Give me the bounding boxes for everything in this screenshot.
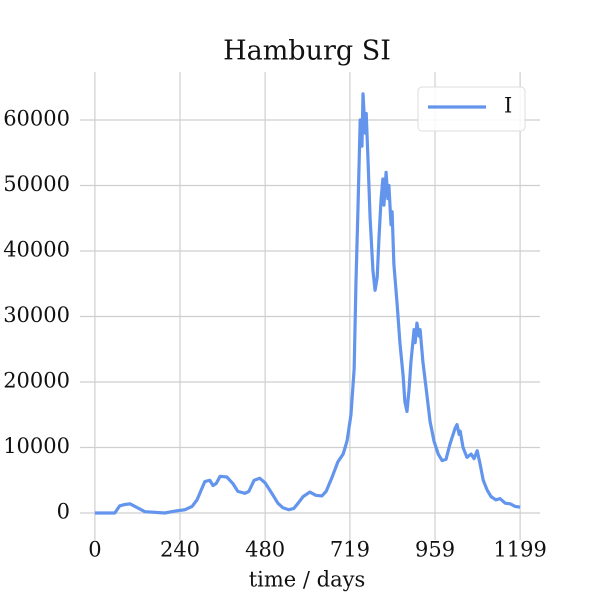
y-tick-label: 40000 — [3, 237, 70, 261]
y-tick-label: 30000 — [3, 303, 70, 327]
x-axis-label: time / days — [249, 568, 366, 592]
y-tick-label: 10000 — [3, 434, 70, 458]
chart-title: Hamburg SI — [223, 36, 391, 67]
legend: I — [417, 86, 526, 132]
x-tick-label: 1199 — [493, 538, 546, 562]
x-tick-label: 719 — [330, 538, 370, 562]
plot-area — [94, 92, 521, 515]
legend-box — [417, 86, 526, 132]
x-tick-label: 240 — [160, 538, 200, 562]
y-tick-label: 0 — [57, 500, 70, 524]
y-tick-label: 20000 — [3, 369, 70, 393]
y-tick-label: 60000 — [3, 106, 70, 130]
legend-label: I — [504, 94, 512, 118]
x-tick-label: 480 — [245, 538, 285, 562]
x-tick-label: 959 — [415, 538, 455, 562]
grid — [80, 72, 540, 540]
data-line — [94, 92, 521, 515]
x-tick-label: 0 — [88, 538, 101, 562]
y-tick-label: 50000 — [3, 172, 70, 196]
